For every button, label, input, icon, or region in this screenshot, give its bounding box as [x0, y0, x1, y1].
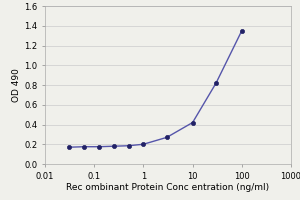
Y-axis label: OD 490: OD 490 — [12, 68, 21, 102]
X-axis label: Rec ombinant Protein Conc entration (ng/ml): Rec ombinant Protein Conc entration (ng/… — [66, 183, 270, 192]
